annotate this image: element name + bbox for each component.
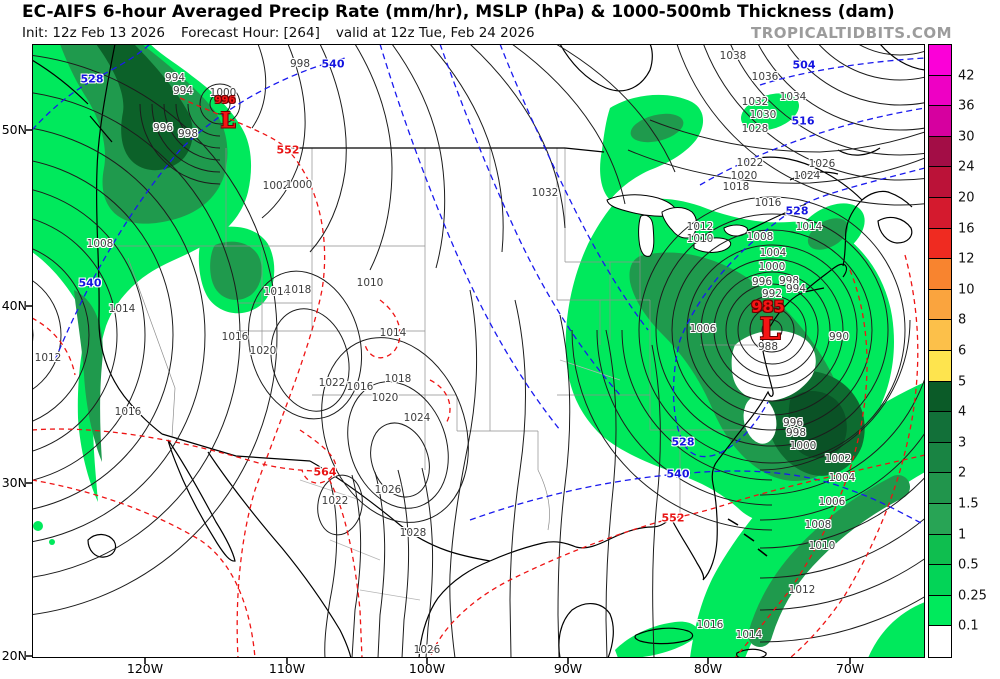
coastlines bbox=[32, 44, 925, 658]
colorbar-segment bbox=[929, 503, 951, 535]
precip-shading bbox=[32, 44, 925, 658]
init-time: Init: 12z Feb 13 2026 bbox=[22, 25, 165, 41]
forecast-hour: Forecast Hour: [264] bbox=[181, 25, 320, 41]
colorbar-segment bbox=[929, 75, 951, 107]
colorbar-segment bbox=[929, 106, 951, 137]
chart-title: EC-AIFS 6-hour Averaged Precip Rate (mm/… bbox=[22, 2, 895, 22]
thickness-contours-blue bbox=[32, 44, 925, 526]
colorbar-segment bbox=[929, 565, 951, 596]
colorbar-segment bbox=[929, 381, 951, 413]
chart-subtitle: Init: 12z Feb 13 2026 Forecast Hour: [264… bbox=[22, 25, 551, 41]
thickness-contours-red bbox=[32, 97, 925, 658]
mslp-contours bbox=[32, 44, 925, 658]
colorbar-segment bbox=[929, 45, 951, 76]
colorbar-segment bbox=[929, 167, 951, 198]
colorbar-segment bbox=[929, 289, 951, 321]
colorbar-segment bbox=[929, 473, 951, 504]
colorbar-segment bbox=[929, 412, 951, 443]
precip-colorbar bbox=[928, 44, 952, 658]
colorbar-segment bbox=[929, 197, 951, 229]
axis-ticks bbox=[26, 129, 851, 664]
colorbar-segment bbox=[929, 228, 951, 260]
colorbar-segment bbox=[929, 136, 951, 168]
colorbar-segment bbox=[929, 350, 951, 382]
valid-time: valid at 12z Tue, Feb 24 2026 bbox=[335, 25, 535, 41]
colorbar-segment bbox=[929, 442, 951, 474]
colorbar-segment bbox=[929, 534, 951, 566]
site-watermark: TROPICALTIDBITS.COM bbox=[751, 24, 952, 42]
colorbar-segment bbox=[929, 320, 951, 351]
colorbar-segment bbox=[929, 259, 951, 290]
colorbar-segment bbox=[929, 626, 951, 657]
colorbar-segment bbox=[929, 595, 951, 627]
